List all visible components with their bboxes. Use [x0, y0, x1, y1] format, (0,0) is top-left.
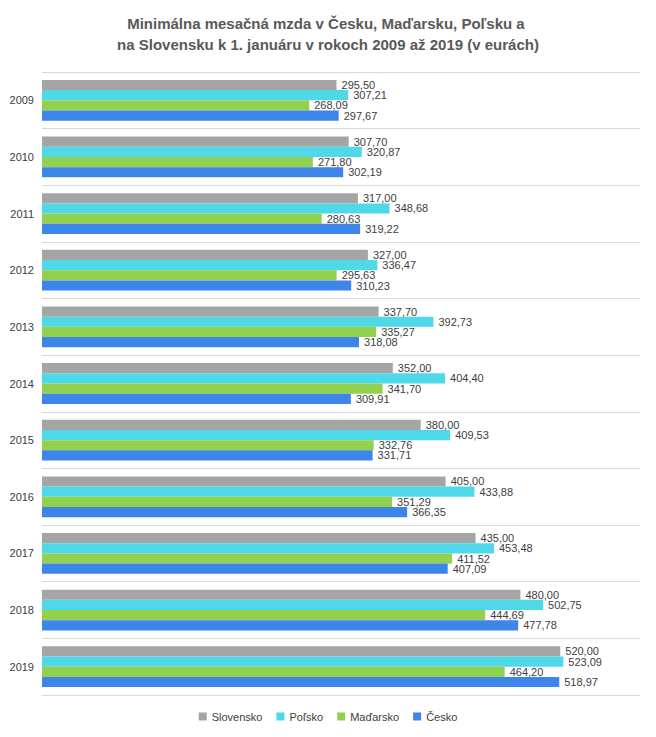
svg-text:295,63: 295,63	[341, 269, 376, 282]
svg-text:477,78: 477,78	[523, 619, 557, 631]
svg-text:271,80: 271,80	[318, 156, 352, 168]
svg-text:480,00: 480,00	[525, 588, 560, 601]
svg-text:444,69: 444,69	[490, 609, 524, 621]
svg-text:2013: 2013	[10, 321, 34, 333]
svg-text:392,73: 392,73	[438, 316, 472, 328]
svg-text:407,09: 407,09	[453, 563, 487, 575]
svg-text:352,00: 352,00	[398, 362, 432, 374]
svg-text:2010: 2010	[10, 151, 34, 163]
svg-text:351,29: 351,29	[397, 495, 431, 508]
svg-text:366,35: 366,35	[412, 506, 446, 518]
svg-text:523,09: 523,09	[568, 656, 602, 668]
svg-text:2017: 2017	[10, 547, 34, 559]
svg-text:337,70: 337,70	[384, 306, 418, 318]
svg-text:453,48: 453,48	[499, 542, 533, 554]
svg-text:435,00: 435,00	[480, 532, 515, 545]
svg-text:Maďarsko: Maďarsko	[350, 711, 399, 723]
svg-text:404,40: 404,40	[450, 372, 484, 384]
svg-text:317,00: 317,00	[363, 192, 397, 204]
svg-text:348,68: 348,68	[395, 202, 429, 214]
svg-text:319,22: 319,22	[365, 223, 399, 235]
svg-text:380,00: 380,00	[425, 418, 460, 431]
svg-text:335,27: 335,27	[381, 326, 415, 338]
svg-text:341,70: 341,70	[388, 383, 422, 395]
svg-text:336,47: 336,47	[382, 259, 416, 271]
svg-text:268,09: 268,09	[314, 99, 348, 112]
svg-text:433,88: 433,88	[479, 486, 513, 498]
svg-text:2018: 2018	[10, 604, 34, 616]
svg-text:2014: 2014	[10, 378, 34, 390]
svg-text:309,91: 309,91	[356, 393, 390, 405]
svg-text:Slovensko: Slovensko	[212, 711, 263, 723]
svg-text:318,08: 318,08	[364, 336, 398, 348]
svg-text:310,23: 310,23	[356, 280, 390, 292]
svg-text:518,97: 518,97	[564, 676, 598, 688]
svg-text:2016: 2016	[10, 491, 34, 503]
svg-text:280,63: 280,63	[327, 213, 361, 225]
svg-text:Poľsko: Poľsko	[289, 711, 323, 723]
svg-text:Minimálna mesačná mzda v Česku: Minimálna mesačná mzda v Česku, Maďarsku…	[127, 15, 529, 32]
svg-text:327,00: 327,00	[372, 248, 407, 261]
svg-text:2015: 2015	[10, 434, 34, 446]
svg-text:331,71: 331,71	[378, 449, 412, 461]
svg-text:520,00: 520,00	[565, 645, 599, 658]
svg-text:2009: 2009	[10, 94, 34, 106]
svg-text:295,50: 295,50	[341, 79, 376, 91]
svg-text:502,75: 502,75	[548, 599, 582, 611]
svg-text:307,21: 307,21	[353, 89, 387, 101]
svg-text:2012: 2012	[10, 264, 34, 276]
svg-text:411,52: 411,52	[457, 552, 490, 565]
svg-text:307,70: 307,70	[353, 135, 388, 148]
svg-text:2019: 2019	[10, 661, 34, 673]
svg-text:405,00: 405,00	[450, 475, 485, 488]
svg-text:464,20: 464,20	[510, 666, 544, 678]
svg-text:302,19: 302,19	[348, 166, 382, 178]
svg-text:409,53: 409,53	[455, 429, 489, 441]
svg-text:Česko: Česko	[426, 711, 457, 723]
svg-text:2011: 2011	[10, 208, 34, 220]
svg-text:332,76: 332,76	[378, 439, 413, 452]
svg-text:na Slovensku k 1. januáru v ro: na Slovensku k 1. januáru v rokoch 2009 …	[117, 36, 539, 53]
svg-text:297,67: 297,67	[344, 110, 378, 122]
svg-text:320,87: 320,87	[367, 146, 401, 158]
